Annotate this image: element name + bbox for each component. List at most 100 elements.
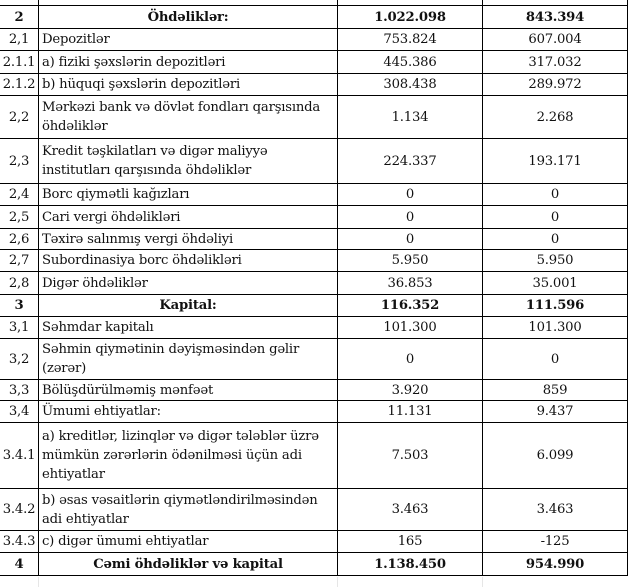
row-value-previous: 193.171 (482, 138, 628, 184)
row-code: 2,8 (0, 271, 39, 295)
row-description: a) kreditlər, lizinqlər və digər tələblə… (38, 422, 338, 489)
table-row: 3.4.2 b) əsas vəsaitlərin qiymətləndirilm… (0, 488, 628, 531)
table-row: 2,2 Mərkəzi bank və dövlət fondları qarşı… (0, 95, 628, 139)
row-code: 2,1 (0, 28, 39, 51)
table-row: 3,2 Səhmin qiymətinin dəyişməsindən gəlir… (0, 338, 628, 380)
row-description: Cəmi öhdəliklər və kapital (38, 552, 338, 576)
table-row: 2.1.2 b) hüquqi şəxslərin depozitləri 308.… (0, 73, 628, 96)
row-value-previous: 101.300 (482, 316, 628, 339)
row-code: 3,2 (0, 338, 39, 380)
row-value-previous: 2.268 (482, 95, 628, 139)
row-value-previous: 289.972 (482, 73, 628, 96)
row-code: 2,7 (0, 249, 39, 272)
row-description: Depozitlər (38, 28, 338, 51)
row-value-current: 1.134 (337, 95, 483, 139)
row-code: 3,1 (0, 316, 39, 339)
row-value-previous: 607.004 (482, 28, 628, 51)
row-value-previous: 35.001 (482, 271, 628, 295)
table-row: 3,1 Səhmdar kapitalı 101.300 101.300 (0, 316, 628, 339)
row-description: b) əsas vəsaitlərin qiymətləndirilməsind… (38, 488, 338, 531)
row-value-previous: 9.437 (482, 400, 628, 423)
table-row: 2,3 Kredit təşkilatları və digər maliyyə … (0, 138, 628, 184)
row-value-previous: 0 (482, 205, 628, 229)
table-row: 3 Kapital: 116.352 111.596 (0, 294, 628, 317)
row-value-current: 1.138.450 (337, 552, 483, 576)
row-description: Mərkəzi bank və dövlət fondları qarşısın… (38, 95, 338, 139)
table-row: 3,4 Ümumi ehtiyatlar: 11.131 9.437 (0, 400, 628, 423)
row-value-current: 0 (337, 205, 483, 229)
table-row: 3.4.3 c) digər ümumi ehtiyatlar 165 -125 (0, 530, 628, 553)
row-code: 2,6 (0, 228, 39, 250)
table-row: 2,5 Cari vergi öhdəlikləri 0 0 (0, 205, 628, 229)
row-description: Səhmdar kapitalı (38, 316, 338, 339)
row-value-current: 11.131 (337, 400, 483, 423)
row-code: 4 (0, 552, 39, 576)
row-code: 3.4.3 (0, 530, 39, 553)
row-description: Səhmin qiymətinin dəyişməsindən gəlir (z… (38, 338, 338, 380)
row-code: 3,4 (0, 400, 39, 423)
row-value-previous: 0 (482, 228, 628, 250)
row-code: 2,2 (0, 95, 39, 139)
row-value-previous: -125 (482, 530, 628, 553)
footer-gridlines (0, 577, 628, 587)
table-row: 3.4.1 a) kreditlər, lizinqlər və digər tə… (0, 422, 628, 489)
row-code: 2.1.2 (0, 73, 39, 96)
row-value-previous: 6.099 (482, 422, 628, 489)
row-value-previous: 843.394 (482, 5, 628, 29)
row-value-current: 224.337 (337, 138, 483, 184)
row-value-current: 308.438 (337, 73, 483, 96)
table-row: 2,8 Digər öhdəliklər 36.853 35.001 (0, 271, 628, 295)
row-value-previous: 0 (482, 183, 628, 206)
row-value-current: 101.300 (337, 316, 483, 339)
row-description: Cari vergi öhdəlikləri (38, 205, 338, 229)
row-description: Ümumi ehtiyatlar: (38, 400, 338, 423)
row-description: Subordinasiya borc öhdəlikləri (38, 249, 338, 272)
row-value-current: 7.503 (337, 422, 483, 489)
row-value-current: 116.352 (337, 294, 483, 317)
row-value-current: 3.920 (337, 379, 483, 401)
table-row: 2,7 Subordinasiya borc öhdəlikləri 5.950 5.… (0, 249, 628, 272)
table-row: 2,6 Təxirə salınmış vergi öhdəliyi 0 0 (0, 228, 628, 250)
table-row: 2 Öhdəliklər: 1.022.098 843.394 (0, 5, 628, 29)
row-description: Borc qiymətli kağızları (38, 183, 338, 206)
row-value-previous: 859 (482, 379, 628, 401)
row-value-current: 0 (337, 183, 483, 206)
row-code: 3,3 (0, 379, 39, 401)
row-value-current: 1.022.098 (337, 5, 483, 29)
row-value-current: 3.463 (337, 488, 483, 531)
row-description: Təxirə salınmış vergi öhdəliyi (38, 228, 338, 250)
row-code: 3.4.2 (0, 488, 39, 531)
row-value-previous: 317.032 (482, 50, 628, 74)
row-description: Öhdəliklər: (38, 5, 338, 29)
row-value-current: 445.386 (337, 50, 483, 74)
row-code: 3.4.1 (0, 422, 39, 489)
row-code: 2,4 (0, 183, 39, 206)
row-description: a) fiziki şəxslərin depozitləri (38, 50, 338, 74)
row-value-previous: 3.463 (482, 488, 628, 531)
row-value-previous: 954.990 (482, 552, 628, 576)
row-value-previous: 111.596 (482, 294, 628, 317)
table-row: 2,1 Depozitlər 753.824 607.004 (0, 28, 628, 51)
row-value-previous: 5.950 (482, 249, 628, 272)
row-code: 3 (0, 294, 39, 317)
row-code: 2 (0, 5, 39, 29)
row-value-previous: 0 (482, 338, 628, 380)
row-description: Kapital: (38, 294, 338, 317)
row-description: Bölüşdürülməmiş mənfəət (38, 379, 338, 401)
row-value-current: 0 (337, 228, 483, 250)
table-row: 2,4 Borc qiymətli kağızları 0 0 (0, 183, 628, 206)
row-value-current: 36.853 (337, 271, 483, 295)
row-description: Kredit təşkilatları və digər maliyyə ins… (38, 138, 338, 184)
row-code: 2.1.1 (0, 50, 39, 74)
row-description: c) digər ümumi ehtiyatlar (38, 530, 338, 553)
row-value-current: 165 (337, 530, 483, 553)
row-value-current: 753.824 (337, 28, 483, 51)
row-code: 2,3 (0, 138, 39, 184)
table-row: 4 Cəmi öhdəliklər və kapital 1.138.450 954.… (0, 552, 628, 576)
table-row: 3,3 Bölüşdürülməmiş mənfəət 3.920 859 (0, 379, 628, 401)
row-value-current: 0 (337, 338, 483, 380)
row-value-current: 5.950 (337, 249, 483, 272)
row-description: Digər öhdəliklər (38, 271, 338, 295)
table-row: 2.1.1 a) fiziki şəxslərin depozitləri 445.… (0, 50, 628, 74)
